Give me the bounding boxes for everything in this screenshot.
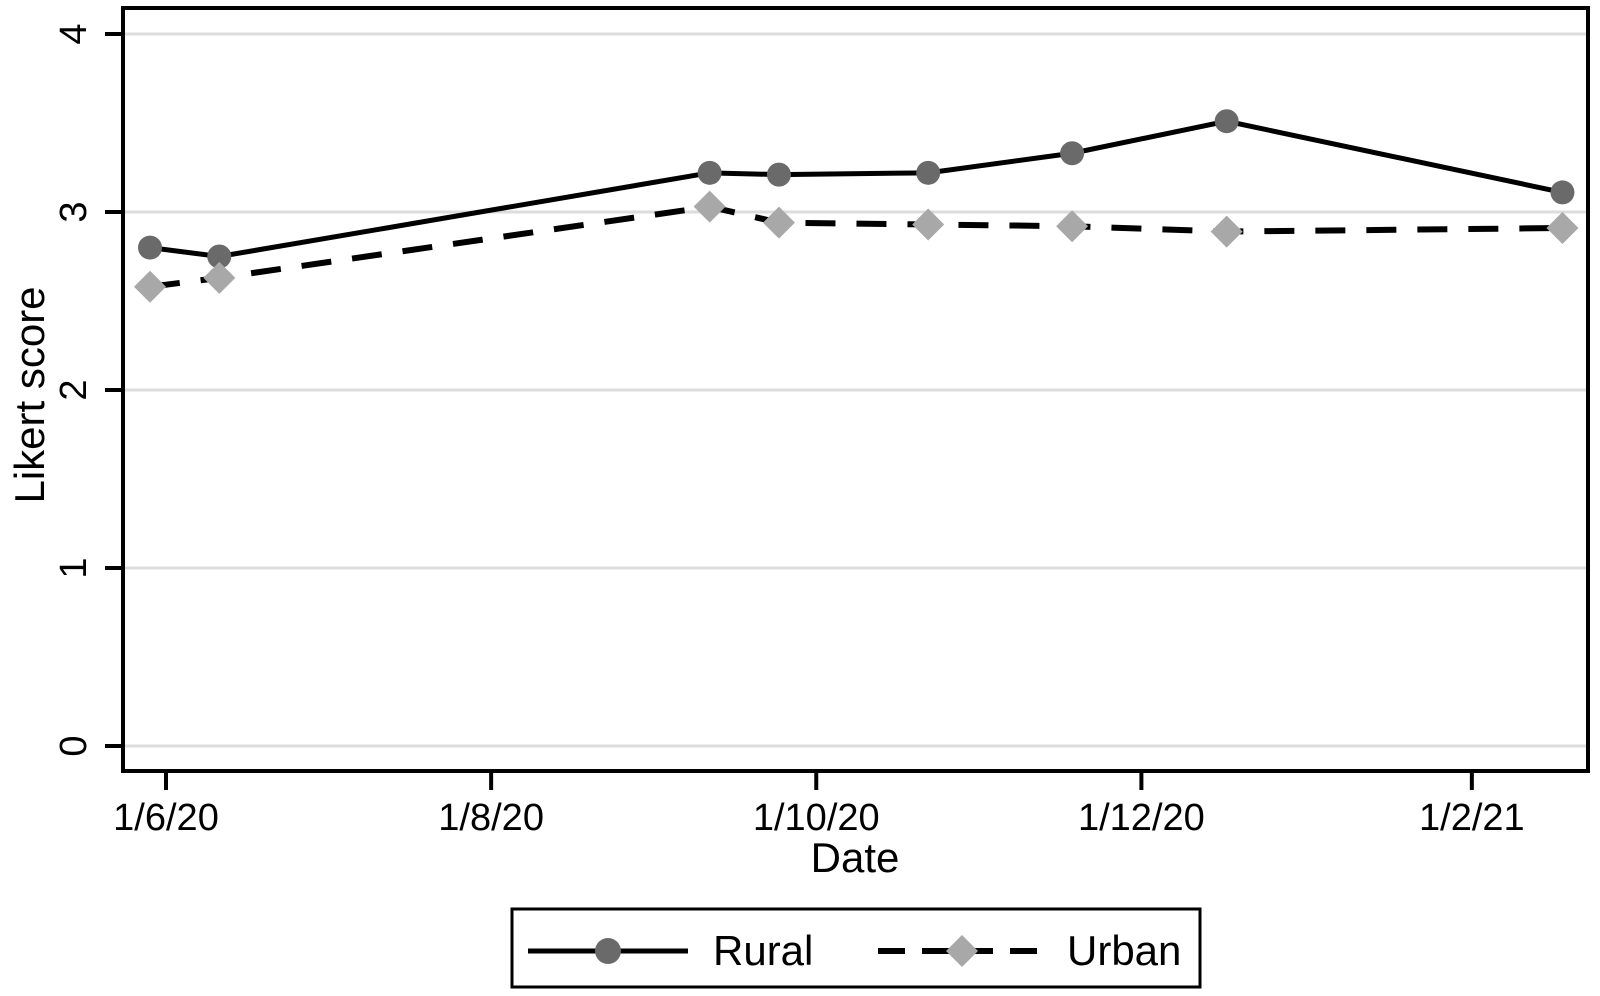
- rural-data-point: [1550, 180, 1575, 205]
- legend: Rural Urban: [510, 907, 1202, 989]
- rural-circle-marker-icon: [595, 938, 621, 964]
- axis-ticks: 0 1 2 3 4 1/6/20 1/8/20 1/10/20 1/12/20 1/2/21: [53, 23, 1525, 839]
- y-axis-title: Likert score: [6, 286, 53, 503]
- x-tick-label: 1/10/20: [753, 797, 880, 839]
- rural-data-point: [766, 162, 791, 187]
- urban-diamond-marker-icon: [946, 935, 978, 967]
- urban-line: [149, 203, 1563, 290]
- x-tick-label: 1/2/21: [1419, 797, 1525, 839]
- y-tick-label: 2: [53, 379, 95, 400]
- rural-line: [149, 118, 1563, 260]
- urban-data-point: [912, 208, 945, 241]
- y-tick-label: 4: [53, 23, 95, 44]
- gridlines: [123, 32, 1588, 748]
- rural-data-point: [138, 235, 163, 260]
- urban-data-point: [134, 270, 167, 303]
- x-tick-label: 1/8/20: [438, 797, 544, 839]
- urban-data-point: [203, 261, 236, 294]
- x-tick-label: 1/6/20: [113, 797, 219, 839]
- x-tick-label: 1/12/20: [1078, 797, 1205, 839]
- data-series: [134, 109, 1579, 303]
- y-tick-label: 3: [53, 201, 95, 222]
- urban-data-point: [762, 206, 795, 239]
- y-tick-label: 1: [53, 557, 95, 578]
- rural-data-point: [697, 160, 722, 185]
- legend-box: [510, 907, 1202, 989]
- rural-legend-label: Rural: [713, 927, 813, 974]
- rural-data-point: [916, 160, 941, 185]
- urban-legend-label: Urban: [1067, 927, 1181, 974]
- rural-data-point: [207, 244, 232, 269]
- urban-data-point: [1056, 210, 1089, 243]
- urban-data-point: [1210, 215, 1243, 248]
- urban-data-point: [693, 190, 726, 223]
- rural-data-point: [1060, 141, 1085, 166]
- x-axis-title: Date: [811, 834, 900, 881]
- urban-data-point: [1546, 212, 1579, 245]
- rural-data-point: [1214, 109, 1239, 134]
- y-tick-label: 0: [53, 735, 95, 756]
